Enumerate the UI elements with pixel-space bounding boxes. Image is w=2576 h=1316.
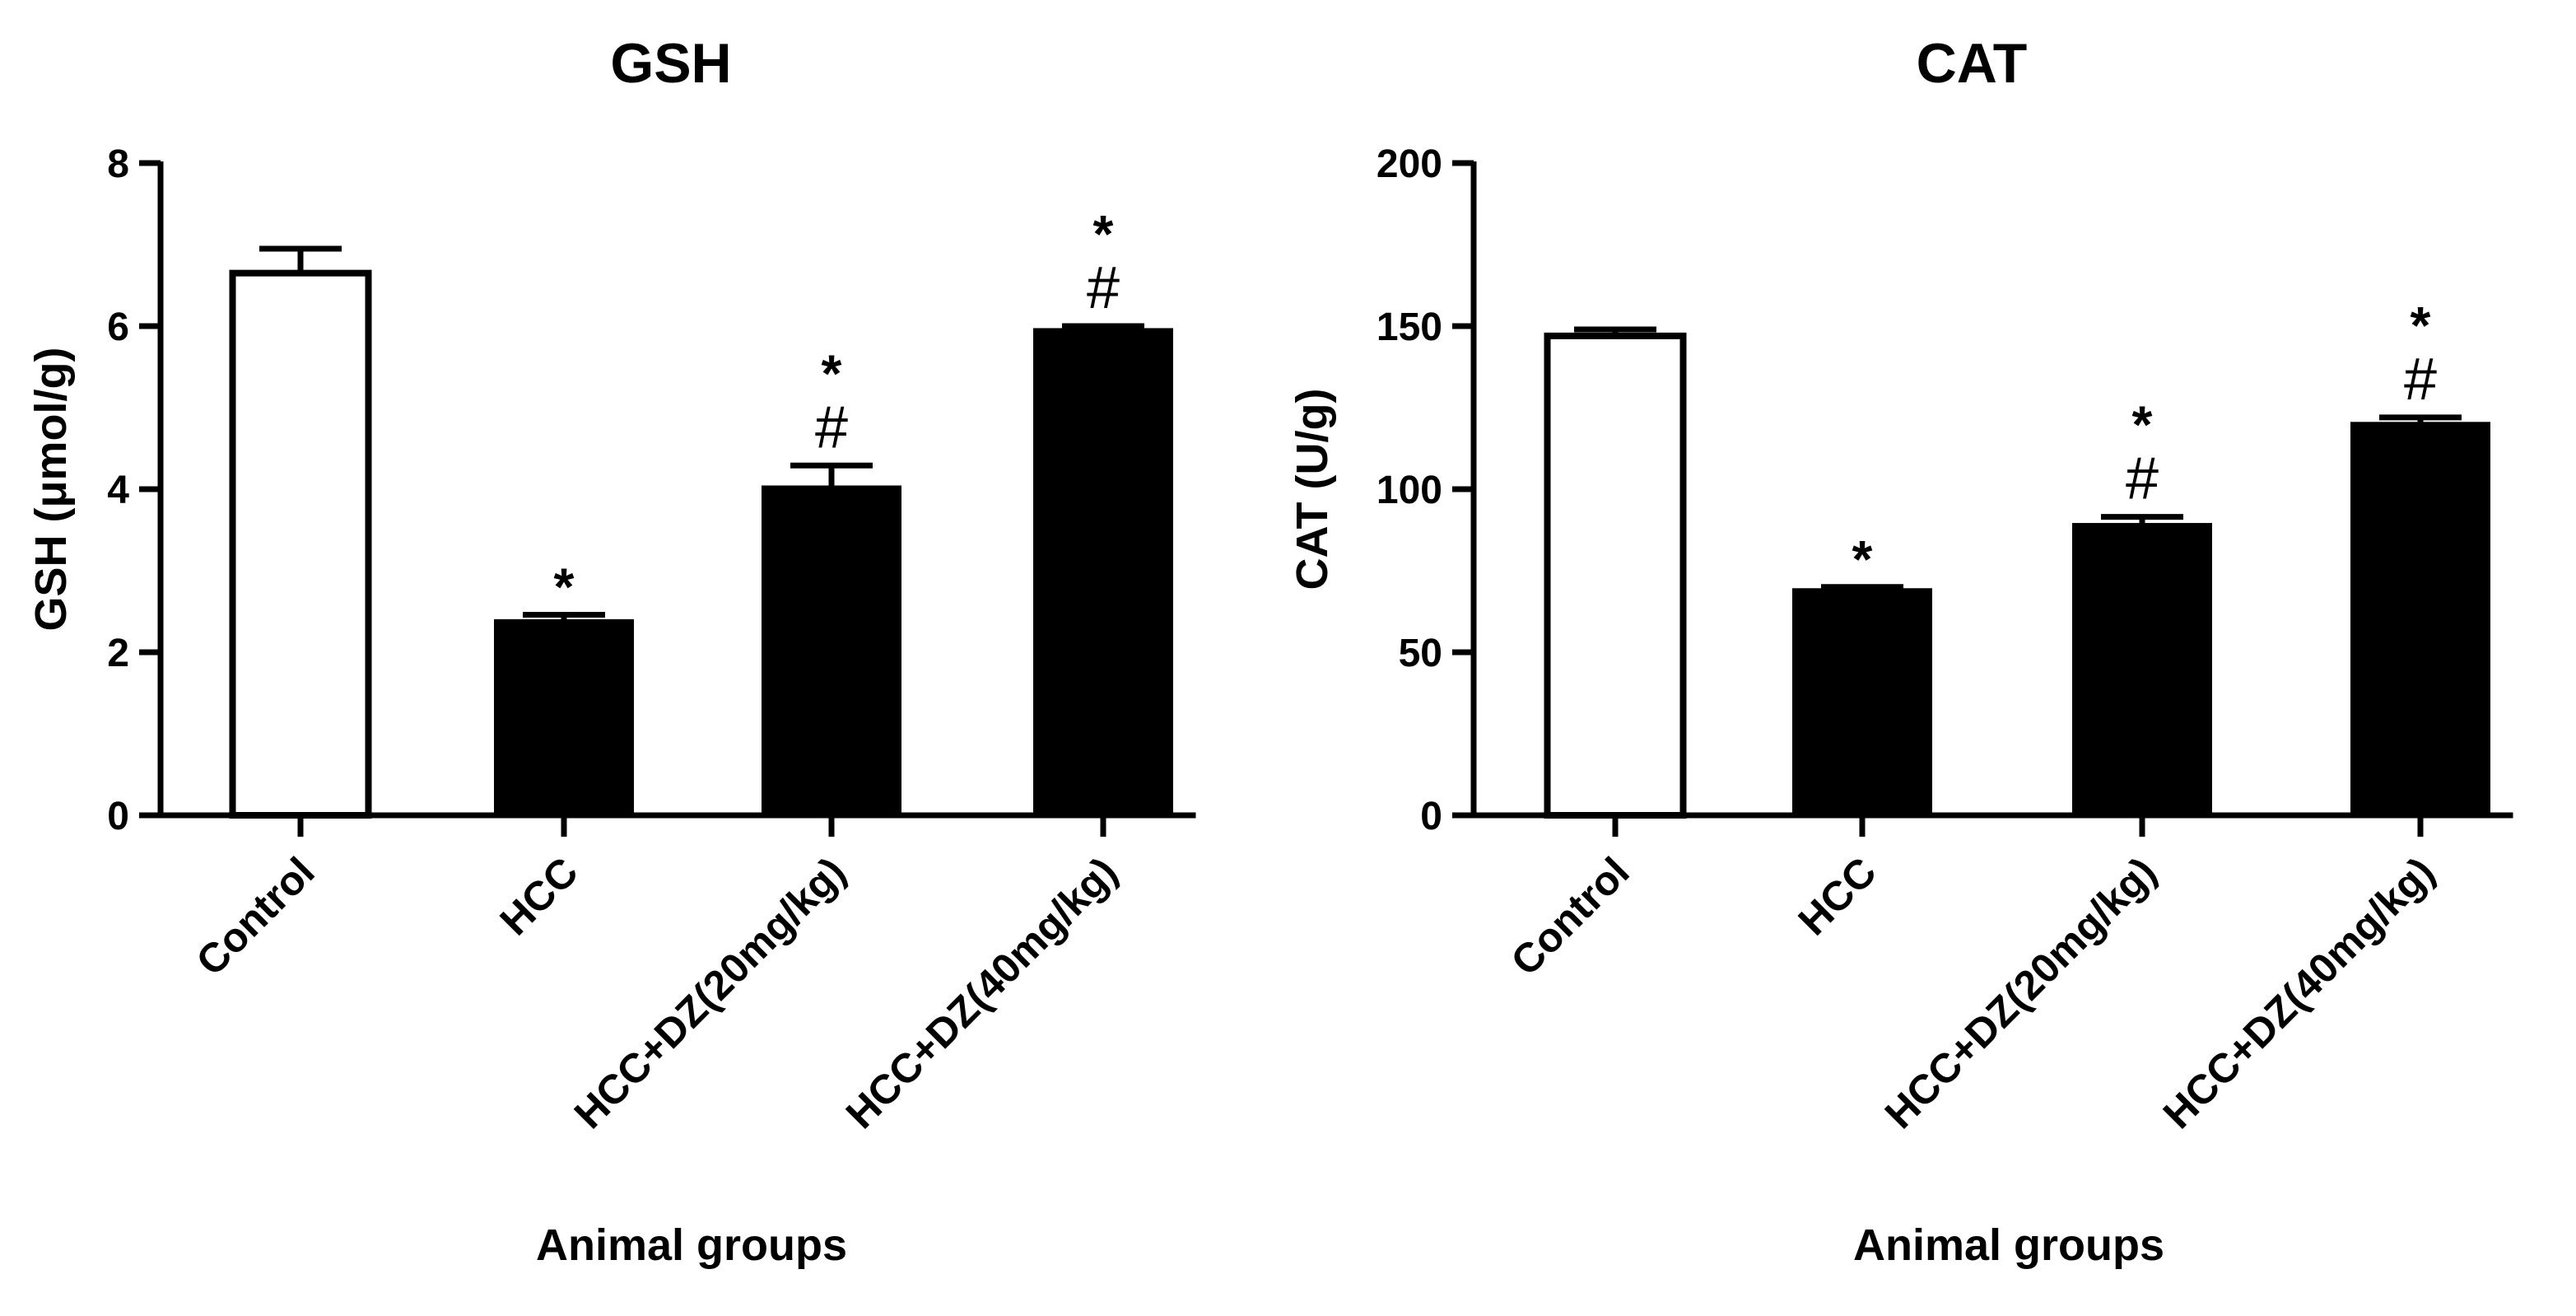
x-category-label: HCC+DZ(40mg/kg) [2154, 848, 2443, 1137]
bar [229, 269, 372, 819]
bar [762, 485, 901, 818]
bar [494, 618, 634, 818]
x-category-label: HCC [491, 848, 587, 944]
hash-marker: # [815, 394, 848, 460]
y-tick-label: 100 [1377, 469, 1442, 512]
y-tick-label: 0 [107, 795, 129, 838]
bar [1033, 328, 1173, 818]
y-tick-label: 6 [107, 306, 129, 349]
chart-title: CAT [1917, 32, 2028, 95]
y-tick-label: 200 [1377, 142, 1442, 186]
hash-marker: # [1087, 255, 1120, 321]
y-axis-title: CAT (U/g) [1288, 389, 1337, 590]
bar [1792, 588, 1932, 818]
bar [2072, 523, 2212, 818]
y-tick-label: 4 [107, 469, 129, 512]
hash-marker: # [2126, 446, 2159, 512]
bar [2350, 422, 2490, 818]
bar [1544, 332, 1687, 819]
star-marker: * [1852, 530, 1873, 589]
x-category-label: HCC+DZ(20mg/kg) [1876, 848, 2165, 1137]
y-tick-label: 50 [1399, 632, 1442, 675]
y-tick-label: 8 [107, 142, 129, 186]
y-tick-label: 2 [107, 632, 129, 675]
star-marker: * [1093, 204, 1114, 264]
star-marker: * [822, 343, 842, 403]
star-marker: * [2132, 395, 2153, 455]
y-tick-label: 150 [1377, 306, 1442, 349]
y-axis-title: GSH (μmol/g) [26, 347, 76, 631]
x-category-label: Control [188, 848, 324, 984]
x-category-label: HCC [1790, 848, 1885, 944]
x-category-label: HCC+DZ(20mg/kg) [566, 848, 855, 1137]
y-tick-label: 0 [1420, 795, 1442, 838]
x-axis-title: Animal groups [1853, 1220, 2164, 1270]
chart-title: GSH [610, 32, 731, 95]
x-category-label: Control [1502, 848, 1638, 984]
hash-marker: # [2404, 347, 2437, 413]
x-category-label: HCC+DZ(40mg/kg) [837, 848, 1126, 1137]
star-marker: * [554, 557, 575, 616]
star-marker: * [2411, 296, 2431, 355]
x-axis-title: Animal groups [536, 1220, 847, 1270]
